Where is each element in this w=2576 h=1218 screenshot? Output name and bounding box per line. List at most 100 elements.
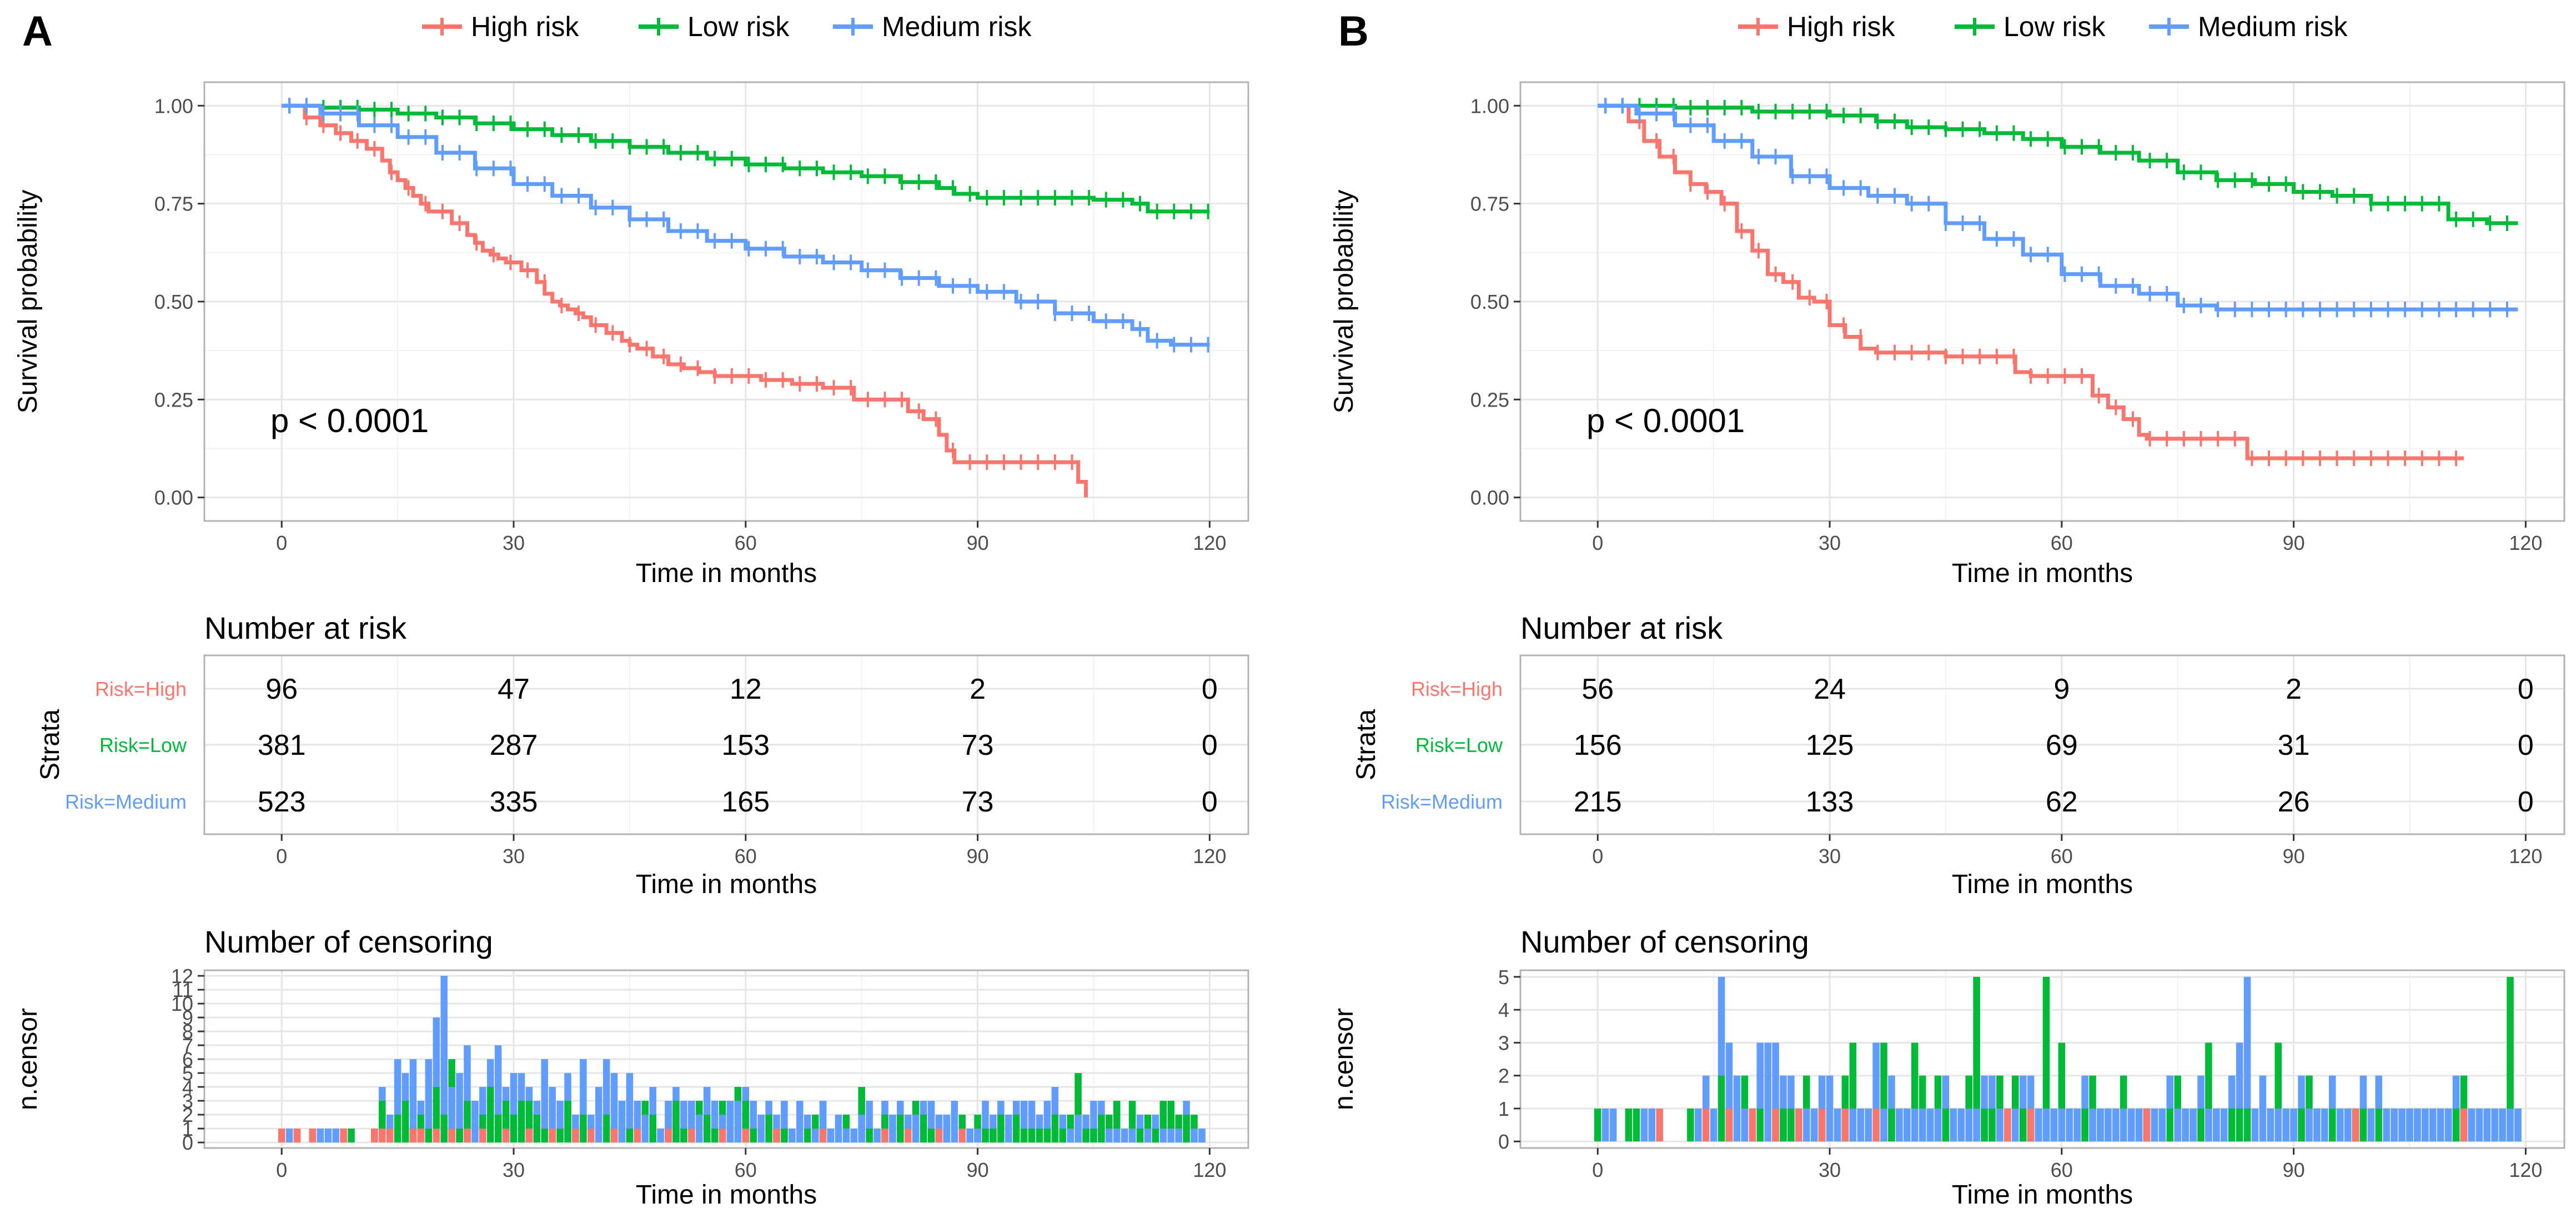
x-axis-title: Time in months xyxy=(1952,559,2133,588)
x-tick-label: 0 xyxy=(276,532,287,554)
censor-bar-low xyxy=(1183,1115,1190,1142)
x-tick-label: 30 xyxy=(1819,532,1841,554)
censor-bar-medium xyxy=(1826,1075,1834,1142)
censor-bar-medium xyxy=(966,1129,973,1142)
censor-bar-low xyxy=(440,1115,448,1142)
censor-bar-low xyxy=(1152,1129,1159,1142)
censor-bar-medium xyxy=(1741,1108,1749,1142)
censor-bar-medium xyxy=(1159,1129,1167,1142)
risk-count: 62 xyxy=(2046,786,2078,818)
censor-bar-medium xyxy=(595,1087,602,1142)
censor-bar-high xyxy=(904,1129,912,1142)
y-tick-label: 9 xyxy=(182,1006,193,1029)
x-tick-label: 0 xyxy=(1592,532,1603,554)
y-tick-label: 0.25 xyxy=(1470,388,1509,411)
risk-count: 2 xyxy=(970,673,986,705)
strata-label: Risk=Medium xyxy=(65,790,187,813)
censor-bar-medium xyxy=(2066,1108,2073,1142)
censor-bar-low xyxy=(2507,976,2514,1142)
x-tick-label: 30 xyxy=(1819,1159,1841,1181)
strata-label: Risk=High xyxy=(95,678,187,700)
censor-bar-medium xyxy=(409,1059,417,1142)
legend-label: High risk xyxy=(1787,11,1895,42)
survival-curve-high-risk xyxy=(282,103,1088,498)
censor-bar-high xyxy=(433,1129,440,1142)
y-axis-title: n.censor xyxy=(13,1008,43,1110)
censor-bar-medium xyxy=(1919,1108,1926,1142)
censor-bar-low xyxy=(2228,1108,2236,1142)
censor-bar-low xyxy=(580,1115,587,1142)
censor-bar-low xyxy=(982,1129,989,1142)
risk-count: 381 xyxy=(258,729,306,761)
censor-bar-low xyxy=(394,1115,401,1142)
censor-bar-medium xyxy=(2483,1108,2491,1142)
y-tick-label: 7 xyxy=(182,1034,193,1057)
censor-bar-medium xyxy=(1106,1129,1113,1142)
x-tick-label: 60 xyxy=(2051,845,2073,868)
censor-bar-medium xyxy=(1934,1108,1942,1142)
risk-count: 24 xyxy=(1814,673,1846,705)
censor-bar-medium xyxy=(2468,1108,2475,1142)
y-tick-label: 6 xyxy=(182,1048,193,1071)
censor-bar-high xyxy=(742,1129,750,1142)
x-tick-label: 60 xyxy=(735,532,757,554)
p-value-annotation: p < 0.0001 xyxy=(270,402,429,439)
censor-bar-medium xyxy=(1880,1108,1887,1142)
censor-bar-high xyxy=(502,1129,510,1142)
censor-bar-high xyxy=(309,1129,317,1142)
censor-bar-low xyxy=(1888,1108,1895,1142)
risk-count: 0 xyxy=(1202,786,1218,818)
y-tick-label: 0.50 xyxy=(154,290,193,313)
censor-bar-high xyxy=(479,1129,486,1142)
strata-label: Risk=Medium xyxy=(1381,790,1503,813)
panel-letter: B xyxy=(1338,8,1369,55)
censor-bar-low xyxy=(1594,1108,1601,1142)
censor-bar-high xyxy=(1872,1108,1880,1142)
y-tick-label: 4 xyxy=(1498,999,1509,1021)
censor-bar-high xyxy=(1656,1108,1663,1142)
censor-bar-low xyxy=(1942,1108,1950,1142)
y-tick-label: 0.50 xyxy=(1470,290,1509,313)
censor-bar-low xyxy=(2042,976,2050,1142)
y-tick-label: 11 xyxy=(173,979,193,1001)
censor-bar-medium xyxy=(2213,1108,2220,1142)
censor-bar-low xyxy=(533,1115,541,1142)
censor-bar-medium xyxy=(2259,1075,2267,1142)
censor-bar-medium xyxy=(2499,1108,2506,1142)
censor-bar-medium xyxy=(1067,1129,1074,1142)
censor-bar-high xyxy=(572,1129,579,1142)
x-tick-label: 90 xyxy=(967,1159,989,1181)
censor-bar-medium xyxy=(873,1129,881,1142)
censor-bar-medium xyxy=(2437,1108,2444,1142)
risk-count: 0 xyxy=(2518,729,2534,761)
censor-bar-low xyxy=(997,1115,1005,1142)
censor-bar-low xyxy=(1787,1108,1795,1142)
censor-bar-medium xyxy=(695,1115,703,1142)
censor-bar-low xyxy=(804,1129,811,1142)
censor-bar-medium xyxy=(1198,1129,1206,1142)
survival-plot: 0 30 60 90 120 0.00 0.25 0.50 0.75 1.00 Time in mo… xyxy=(1329,81,2565,588)
censor-bar-high xyxy=(881,1129,888,1142)
censor-bar-medium xyxy=(2251,1108,2259,1142)
censor-bar-medium xyxy=(2105,1108,2112,1142)
censor-bar-low xyxy=(564,1101,571,1142)
y-axis-title: Survival probability xyxy=(13,190,43,414)
censor-bar-medium xyxy=(2135,1108,2143,1142)
censor-bar-high xyxy=(688,1129,695,1142)
risk-count: 31 xyxy=(2278,729,2310,761)
censor-bar-medium xyxy=(1005,1115,1012,1142)
censor-bar-low xyxy=(2298,1108,2305,1142)
censor-bar-low xyxy=(1973,976,1980,1142)
censor-bar-low xyxy=(541,1129,549,1142)
legend: High risk Low risk Medium risk xyxy=(422,11,1032,42)
censor-bar-medium xyxy=(889,1115,896,1142)
risk-count: 523 xyxy=(258,786,306,818)
censor-bar-medium xyxy=(2336,1108,2344,1142)
censor-bar-low xyxy=(680,1129,687,1142)
censor-bar-medium xyxy=(1175,1129,1182,1142)
censor-bar-medium xyxy=(1996,1108,2003,1142)
risk-table: Number at risk 96 47 12 2 0 Risk=High 381 287 153… xyxy=(36,610,1249,899)
censor-bar-medium xyxy=(1074,1115,1082,1142)
